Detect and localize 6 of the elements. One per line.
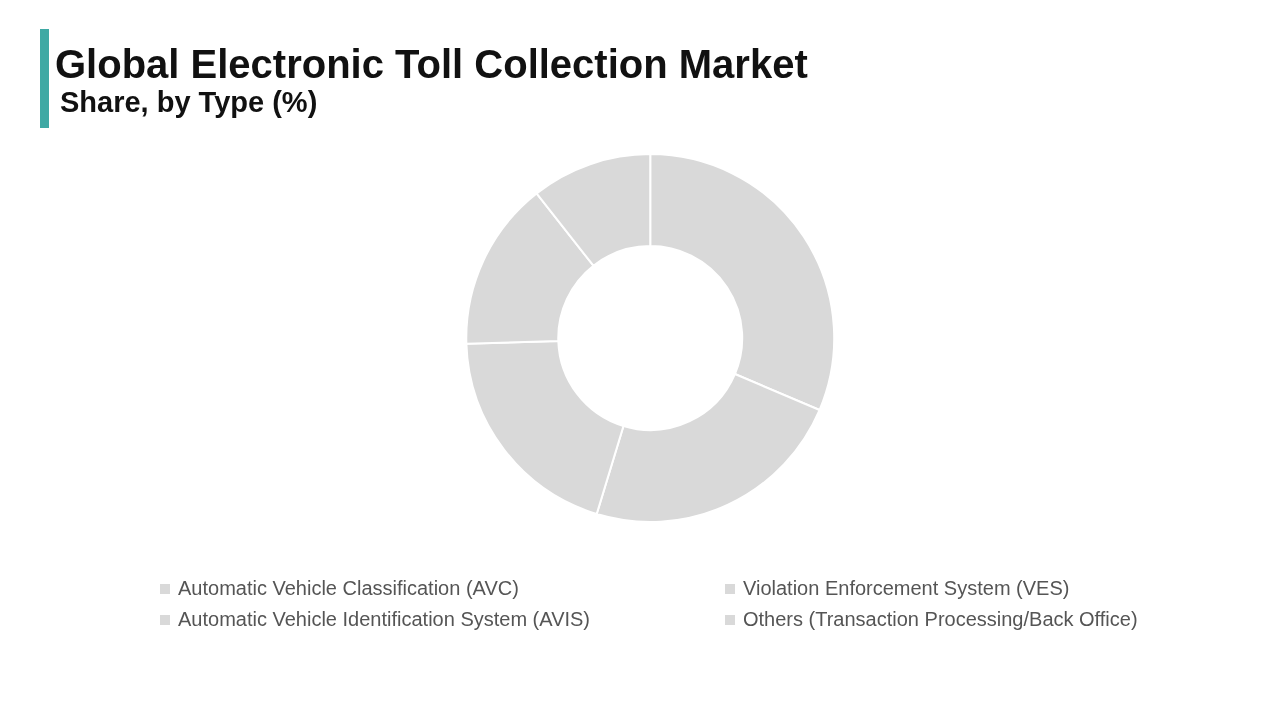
legend-label: Violation Enforcement System (VES) xyxy=(743,577,1070,600)
legend-label: Automatic Vehicle Classification (AVC) xyxy=(178,577,519,600)
chart-subtitle: Share, by Type (%) xyxy=(60,86,318,119)
legend-label: Automatic Vehicle Identification System (AVIS) xyxy=(178,608,591,631)
chart-title: Global Electronic Toll Collection Market xyxy=(55,42,808,87)
legend-label: Others (Transaction Processing/Back Office) xyxy=(743,608,1138,631)
